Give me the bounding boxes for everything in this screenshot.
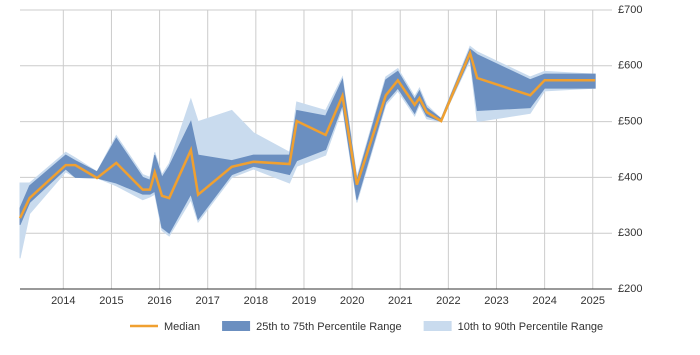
- legend-label: Median: [164, 321, 200, 333]
- x-tick-label: 2015: [99, 295, 123, 307]
- median-line: [18, 49, 596, 219]
- range-band: [19, 48, 596, 234]
- x-tick-label: 2022: [436, 295, 460, 307]
- x-tick-label: 2017: [195, 295, 219, 307]
- y-tick-label: £300: [618, 227, 642, 239]
- legend-label: 10th to 90th Percentile Range: [458, 321, 604, 333]
- y-tick-label: £200: [618, 283, 642, 295]
- x-tick-label: 2020: [340, 295, 364, 307]
- x-tick-label: 2018: [244, 295, 268, 307]
- x-tick-label: 2016: [147, 295, 171, 307]
- legend-swatch: [222, 321, 251, 331]
- y-tick-label: £600: [618, 60, 642, 72]
- y-tick-label: £700: [618, 4, 642, 16]
- y-tick-label: £500: [618, 116, 642, 128]
- x-tick-label: 2024: [532, 295, 556, 307]
- x-tick-label: 2021: [388, 295, 412, 307]
- x-tick-label: 2019: [292, 295, 316, 307]
- x-tick-label: 2014: [51, 295, 75, 307]
- legend-swatch: [423, 321, 452, 331]
- y-tick-label: £400: [618, 171, 642, 183]
- legend-label: 25th to 75th Percentile Range: [256, 321, 402, 333]
- x-tick-label: 2025: [581, 295, 605, 307]
- x-tick-label: 2023: [484, 295, 508, 307]
